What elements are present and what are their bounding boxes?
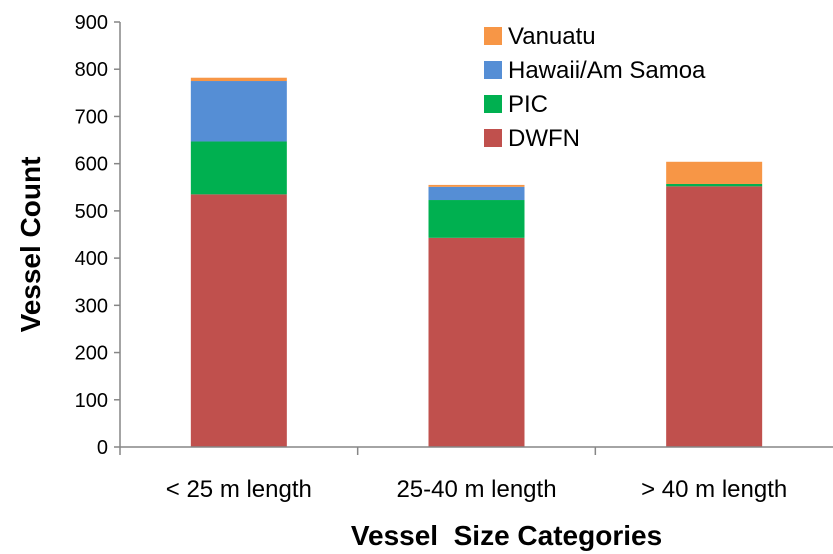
bar-segment-vanuatu xyxy=(190,77,287,82)
y-tick-label: 900 xyxy=(75,12,108,34)
bar-segment-hawaii-am-samoa xyxy=(190,81,287,142)
bar-segment-vanuatu xyxy=(428,184,525,187)
x-category-label: > 40 m length xyxy=(641,476,787,503)
bar-segment-pic xyxy=(190,141,287,195)
x-axis-title: Vessel Size Categories xyxy=(351,520,662,551)
legend-label: DWFN xyxy=(508,125,580,152)
y-tick-label: 0 xyxy=(97,437,108,459)
y-tick-label: 800 xyxy=(75,59,108,81)
y-axis-title: Vessel Count xyxy=(15,157,46,333)
legend: Vanuatu Hawaii/Am Samoa PIC DWFN xyxy=(484,23,706,152)
bar-segment-dwfn xyxy=(190,194,287,447)
y-axis-ticks: 0 100 200 300 400 500 600 700 800 900 xyxy=(75,12,120,459)
legend-label: Hawaii/Am Samoa xyxy=(508,57,706,84)
legend-swatch xyxy=(484,27,502,45)
x-category-label: 25-40 m length xyxy=(396,476,556,503)
legend-swatch xyxy=(484,95,502,113)
bar-segment-dwfn xyxy=(666,186,763,448)
legend-label: Vanuatu xyxy=(508,23,596,50)
bar-segment-vanuatu xyxy=(666,161,763,184)
bar-segment-dwfn xyxy=(428,237,525,447)
bar-segment-pic xyxy=(666,183,763,187)
y-tick-label: 400 xyxy=(75,248,108,270)
x-category-label: < 25 m length xyxy=(166,476,312,503)
bar-segment-pic xyxy=(428,200,525,238)
bars-layer xyxy=(190,77,763,448)
y-tick-label: 600 xyxy=(75,154,108,176)
y-tick-label: 700 xyxy=(75,106,108,128)
y-tick-label: 200 xyxy=(75,343,108,365)
x-axis-ticks: < 25 m length 25-40 m length > 40 m length xyxy=(119,447,787,503)
legend-swatch xyxy=(484,61,502,79)
bar-segment-hawaii-am-samoa xyxy=(428,186,525,201)
legend-label: PIC xyxy=(508,91,548,118)
legend-swatch xyxy=(484,129,502,147)
y-tick-label: 100 xyxy=(75,390,108,412)
y-tick-label: 300 xyxy=(75,295,108,317)
y-tick-label: 500 xyxy=(75,201,108,223)
